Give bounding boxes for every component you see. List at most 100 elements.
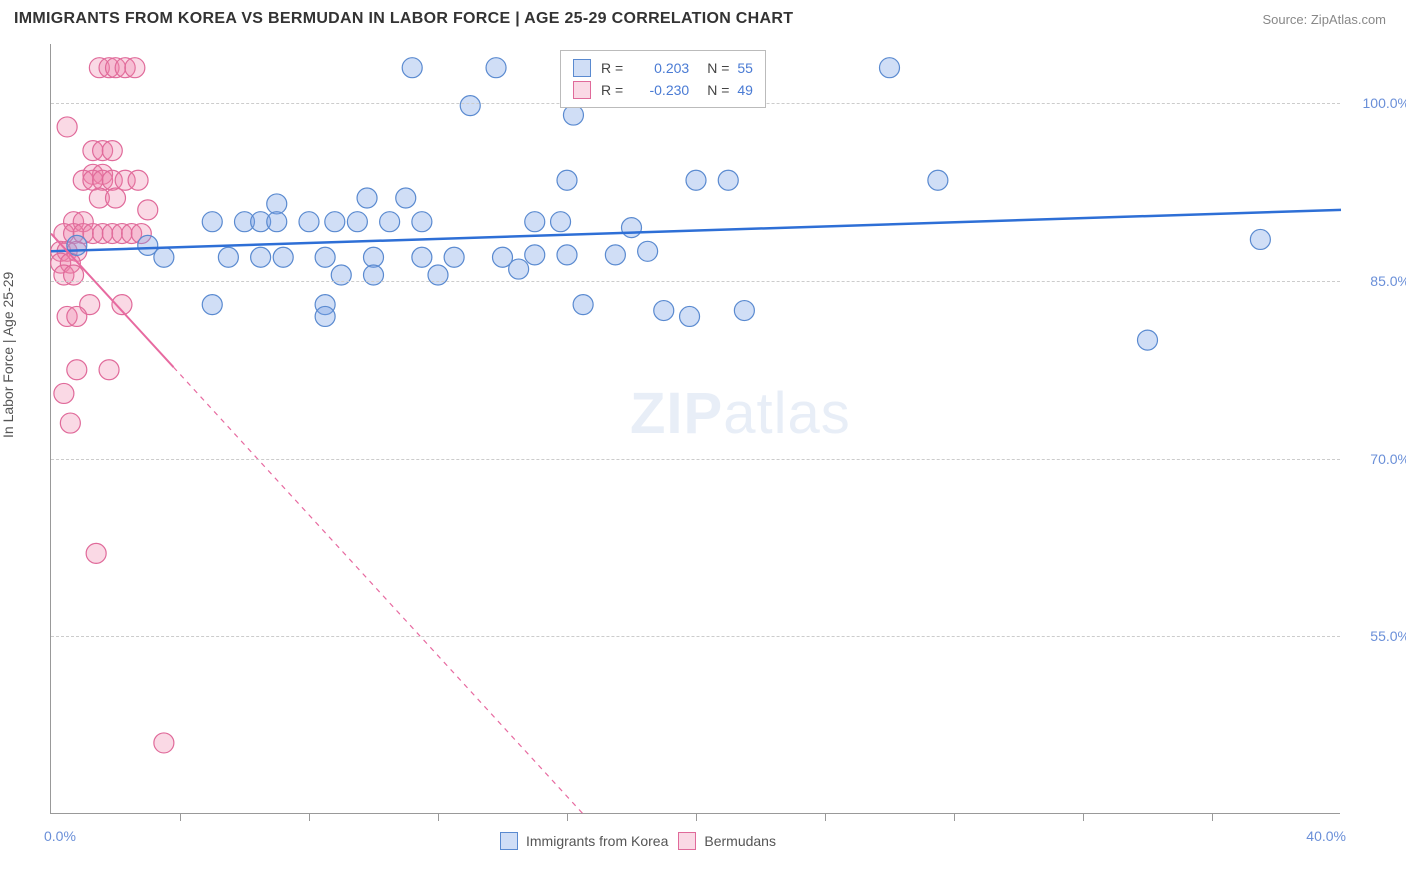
scatter-point-a (509, 259, 529, 279)
scatter-point-a (347, 212, 367, 232)
scatter-point-a (557, 170, 577, 190)
gridline-h (51, 459, 1340, 460)
x-tick (438, 813, 439, 821)
x-tick (825, 813, 826, 821)
x-axis-min-label: 0.0% (44, 828, 76, 844)
y-tick-label: 100.0% (1350, 95, 1406, 111)
legend-swatch (500, 832, 518, 850)
x-tick (1212, 813, 1213, 821)
scatter-point-a (557, 245, 577, 265)
gridline-h (51, 636, 1340, 637)
scatter-point-a (638, 241, 658, 261)
legend-r-value: 0.203 (631, 60, 689, 76)
scatter-point-a (622, 218, 642, 238)
scatter-point-b (102, 141, 122, 161)
scatter-point-a (605, 245, 625, 265)
x-axis-max-label: 40.0% (1306, 828, 1346, 844)
chart-area: 55.0%70.0%85.0%100.0% (50, 44, 1340, 814)
scatter-point-a (1138, 330, 1158, 350)
legend-n-label: N = (707, 82, 729, 98)
header: IMMIGRANTS FROM KOREA VS BERMUDAN IN LAB… (0, 0, 1406, 32)
source-label: Source: ZipAtlas.com (1262, 12, 1386, 27)
legend-item: Bermudans (678, 832, 776, 850)
scatter-point-a (444, 247, 464, 267)
legend-label: Bermudans (704, 833, 776, 849)
scatter-point-a (67, 235, 87, 255)
scatter-point-b (54, 383, 74, 403)
scatter-point-a (267, 194, 287, 214)
scatter-point-b (138, 200, 158, 220)
scatter-point-a (331, 265, 351, 285)
x-tick (180, 813, 181, 821)
scatter-point-a (218, 247, 238, 267)
scatter-point-b (67, 360, 87, 380)
x-tick (567, 813, 568, 821)
chart-title: IMMIGRANTS FROM KOREA VS BERMUDAN IN LAB… (14, 10, 793, 28)
scatter-point-a (364, 265, 384, 285)
scatter-point-a (412, 212, 432, 232)
scatter-point-b (57, 117, 77, 137)
scatter-point-a (357, 188, 377, 208)
scatter-point-b (106, 188, 126, 208)
scatter-point-a (202, 295, 222, 315)
legend-row: R = 0.203 N = 55 (573, 57, 753, 79)
scatter-point-b (125, 58, 145, 78)
gridline-h (51, 281, 1340, 282)
y-tick-label: 85.0% (1350, 273, 1406, 289)
scatter-point-a (573, 295, 593, 315)
legend-item: Immigrants from Korea (500, 832, 668, 850)
correlation-legend: R =0.203N =55R =-0.230N =49 (560, 50, 766, 108)
legend-swatch (573, 59, 591, 77)
scatter-point-a (380, 212, 400, 232)
scatter-point-a (364, 247, 384, 267)
scatter-point-a (273, 247, 293, 267)
x-tick (954, 813, 955, 821)
scatter-point-b (86, 543, 106, 563)
scatter-plot-svg (51, 44, 1340, 813)
scatter-point-b (67, 306, 87, 326)
trend-line-b-dashed (174, 367, 584, 814)
scatter-point-b (154, 733, 174, 753)
scatter-point-a (686, 170, 706, 190)
scatter-point-b (60, 413, 80, 433)
x-tick (1083, 813, 1084, 821)
scatter-point-a (251, 247, 271, 267)
scatter-point-a (486, 58, 506, 78)
scatter-point-a (154, 247, 174, 267)
y-axis-title: In Labor Force | Age 25-29 (0, 272, 16, 438)
legend-n-value: 55 (737, 60, 753, 76)
scatter-point-a (563, 105, 583, 125)
scatter-point-a (928, 170, 948, 190)
legend-r-label: R = (601, 60, 623, 76)
legend-r-value: -0.230 (631, 82, 689, 98)
scatter-point-a (202, 212, 222, 232)
scatter-point-b (64, 265, 84, 285)
scatter-point-a (315, 306, 335, 326)
series-legend: Immigrants from Korea Bermudans (500, 832, 776, 850)
scatter-point-a (396, 188, 416, 208)
legend-n-label: N = (707, 60, 729, 76)
x-tick (696, 813, 697, 821)
scatter-point-a (734, 301, 754, 321)
legend-swatch (678, 832, 696, 850)
scatter-point-a (880, 58, 900, 78)
scatter-point-a (551, 212, 571, 232)
scatter-point-b (128, 170, 148, 190)
legend-row: R =-0.230N =49 (573, 79, 753, 101)
scatter-point-a (1250, 229, 1270, 249)
scatter-point-a (460, 96, 480, 116)
scatter-point-a (680, 306, 700, 326)
scatter-point-a (428, 265, 448, 285)
legend-swatch (573, 81, 591, 99)
scatter-point-b (99, 360, 119, 380)
scatter-point-a (325, 212, 345, 232)
scatter-point-a (525, 245, 545, 265)
scatter-point-a (315, 247, 335, 267)
y-tick-label: 55.0% (1350, 628, 1406, 644)
x-tick (309, 813, 310, 821)
scatter-point-a (267, 212, 287, 232)
scatter-point-a (654, 301, 674, 321)
scatter-point-a (412, 247, 432, 267)
scatter-point-a (299, 212, 319, 232)
legend-r-label: R = (601, 82, 623, 98)
